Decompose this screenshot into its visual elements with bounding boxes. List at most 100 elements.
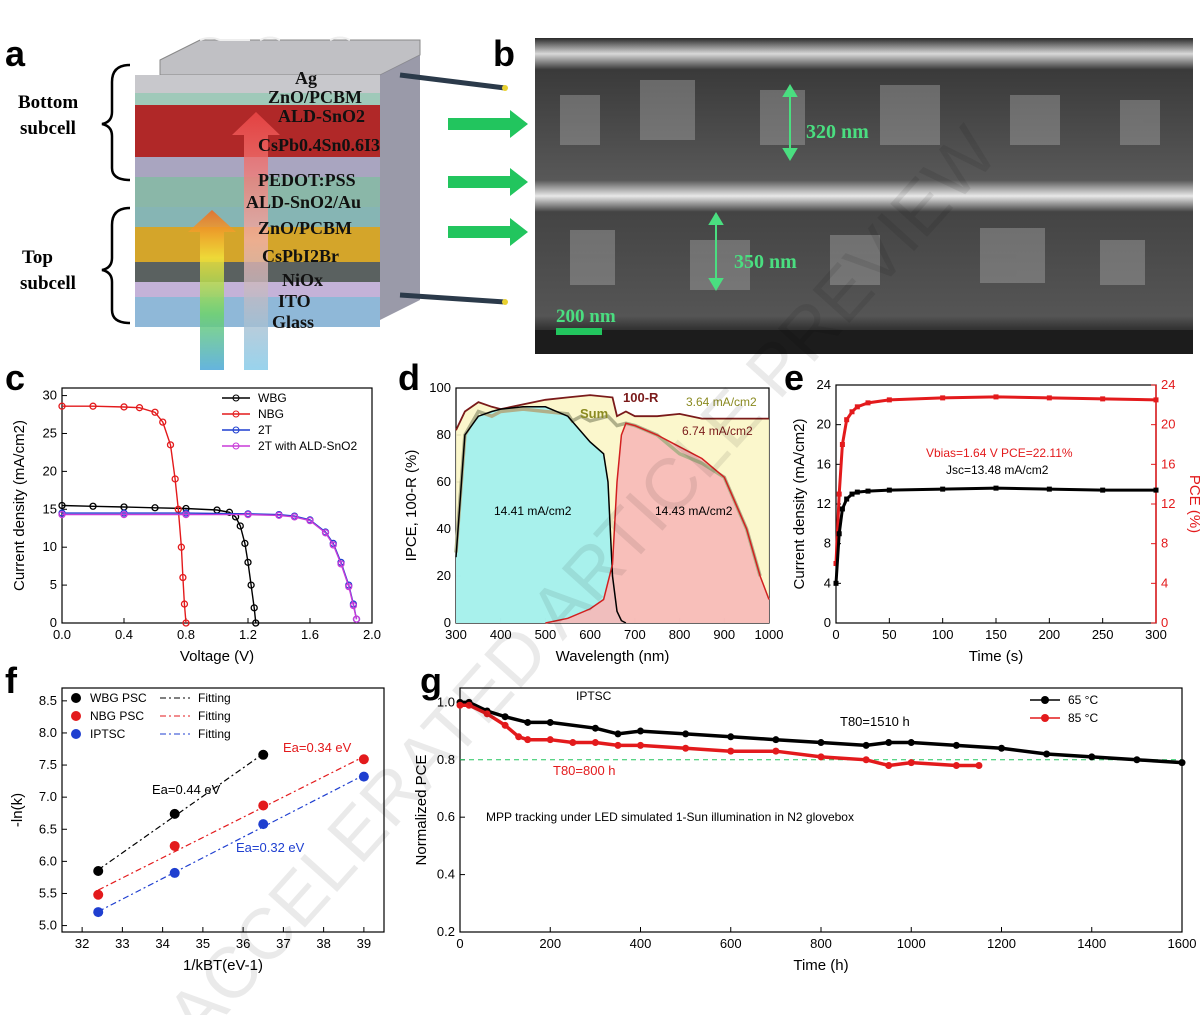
x-tick-label: 200	[1038, 627, 1060, 642]
annotation-t80-65: T80=1510 h	[840, 714, 910, 729]
data-point	[174, 505, 182, 513]
annotation-top-jsc: 14.41 mA/cm2	[494, 504, 572, 518]
y-tick-label: 6.0	[39, 853, 57, 868]
x-axis-label: Time (h)	[793, 957, 848, 974]
layer-label: PEDOT:PSS	[258, 170, 356, 190]
data-point	[93, 889, 104, 900]
bottom-subcell-label-1: Bottom	[18, 92, 78, 113]
panel-a-schematic: Bottom subcell Top subcell Ag ZnO/PCBM A…	[18, 36, 508, 370]
data-point	[182, 619, 190, 627]
data-point	[952, 741, 960, 749]
data-point	[120, 403, 128, 411]
data-point	[93, 866, 104, 876]
legend-label: WBG PSC	[90, 691, 147, 705]
data-point	[998, 744, 1005, 752]
x-tick-label: 300	[445, 627, 467, 642]
series-line	[62, 405, 187, 624]
y-tick-label: 30	[43, 388, 57, 403]
x-tick-label: 250	[1092, 627, 1114, 642]
x-axis-label: Voltage (V)	[180, 648, 254, 665]
scale-bar-label: 200 nm	[556, 306, 616, 327]
data-point	[524, 736, 532, 744]
data-point	[349, 601, 358, 610]
legend-label: 65 °C	[1068, 693, 1098, 707]
x-axis-label: Time (s)	[969, 648, 1023, 665]
x-tick-label: 1200	[987, 936, 1016, 951]
x-tick-label: 900	[713, 627, 735, 642]
data-point	[89, 402, 97, 410]
legend-marker	[232, 394, 240, 402]
y-tick-label: 10	[43, 539, 57, 554]
data-point	[727, 733, 735, 741]
thickness-350: 350 nm	[734, 251, 797, 273]
data-point	[58, 510, 66, 519]
x-tick-label: 800	[810, 936, 832, 951]
y-tick-label: 20	[817, 417, 831, 432]
chart-d-ipce: 300 400 500 600 700 800 900 1000 0 20 40 60 80 100 Wav…	[403, 380, 783, 665]
annotation-bottom-jsc: 14.43 mA/cm2	[655, 504, 733, 518]
x-tick-label: 600	[579, 627, 601, 642]
data-point	[614, 730, 622, 738]
y-axis-label: IPCE, 100-R (%)	[403, 450, 420, 562]
y-tick-label: 0.4	[437, 867, 455, 882]
data-point	[862, 741, 870, 749]
x-tick-label: 500	[535, 627, 557, 642]
data-point	[501, 721, 509, 729]
series-area	[545, 423, 769, 623]
panel-b-sem-image: 320 nm 350 nm 200 nm	[448, 38, 1193, 354]
y-tick-label: 0	[824, 615, 831, 630]
data-point	[89, 502, 97, 510]
data-point	[329, 541, 337, 549]
data-point	[1088, 753, 1096, 761]
x-tick-label: 1.2	[239, 627, 257, 642]
x-tick-label: 0	[456, 936, 463, 951]
data-point	[306, 517, 314, 525]
data-point	[862, 756, 870, 764]
legend-label: Fitting	[198, 691, 231, 705]
data-point	[321, 529, 330, 537]
y-tick-label: 8	[824, 536, 831, 551]
series-line	[61, 504, 257, 624]
y2-tick-label: 0	[1161, 615, 1168, 630]
annotation-vbias: Vbias=1.64 V PCE=22.11%	[926, 446, 1073, 460]
data-point	[247, 581, 255, 589]
layer-label: CsPbI2Br	[262, 246, 339, 266]
y-tick-label: 8.0	[39, 725, 57, 740]
legend-marker	[1041, 714, 1049, 722]
legend-marker	[232, 426, 240, 434]
series-line	[460, 700, 1183, 765]
data-point	[591, 724, 599, 732]
x-tick-label: 200	[539, 936, 561, 951]
data-point	[546, 736, 554, 744]
y-tick-label: 4	[824, 575, 831, 590]
x-axis-label: 1/kBT(eV-1)	[183, 957, 263, 974]
y-tick-label: 12	[817, 496, 831, 511]
data-point	[93, 907, 104, 918]
data-point	[885, 762, 893, 770]
legend-label: 2T	[258, 423, 273, 437]
data-point	[252, 619, 260, 627]
data-point	[546, 718, 554, 726]
data-point	[135, 404, 144, 412]
x-tick-label: 100	[932, 627, 954, 642]
y-tick-label: 5.5	[39, 885, 57, 900]
annotation-nbg-ea: Ea=0.34 eV	[283, 740, 352, 755]
y2-tick-label: 8	[1161, 536, 1168, 551]
chart-f-arrhenius: 32 33 34 35 36 37 38 39 5.0 5.5 6.0 6.5 7.0 7.5 8.0 8.5…	[9, 687, 385, 974]
annotation-sum: Sum	[580, 406, 608, 421]
series-area	[456, 406, 626, 623]
layer-label: ITO	[278, 291, 311, 311]
y-tick-label: 0.2	[437, 924, 455, 939]
layer-label: ZnO/PCBM	[258, 218, 352, 238]
x-tick-label: 0.8	[177, 627, 195, 642]
y-axis-label: -ln(k)	[9, 793, 26, 827]
x-tick-label: 0.0	[53, 627, 71, 642]
data-point	[952, 762, 960, 770]
layer-label: Glass	[272, 312, 314, 332]
data-point	[179, 573, 187, 582]
data-point	[637, 741, 644, 749]
annotation-100-r: 100-R	[623, 390, 659, 405]
annotation-iptsc-ea: Ea=0.32 eV	[236, 840, 305, 855]
top-subcell-label-2: subcell	[20, 273, 76, 294]
data-point	[241, 539, 249, 548]
